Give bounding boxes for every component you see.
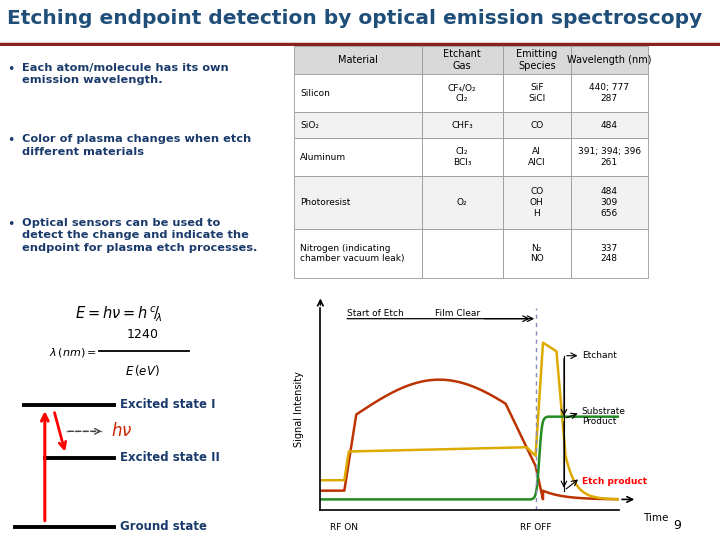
Bar <box>503 112 571 138</box>
Bar <box>422 229 503 278</box>
Text: Silicon: Silicon <box>300 89 330 98</box>
Text: Wavelength (nm): Wavelength (nm) <box>567 55 652 65</box>
Text: Cl₂
BCl₃: Cl₂ BCl₃ <box>453 147 472 167</box>
Bar <box>422 176 503 229</box>
Text: Etchant: Etchant <box>582 351 617 360</box>
Text: Time: Time <box>643 514 668 523</box>
Text: RF OFF: RF OFF <box>520 523 552 532</box>
Bar <box>503 138 571 176</box>
Bar <box>294 112 422 138</box>
Bar <box>503 74 571 112</box>
Text: Nitrogen (indicating
chamber vacuum leak): Nitrogen (indicating chamber vacuum leak… <box>300 244 405 264</box>
Bar <box>422 112 503 138</box>
Text: Material: Material <box>338 55 377 65</box>
Text: •: • <box>7 63 15 76</box>
Bar <box>422 74 503 112</box>
Bar <box>503 46 571 74</box>
Text: Photoresist: Photoresist <box>300 198 351 207</box>
Text: Substrate
Product: Substrate Product <box>582 407 626 427</box>
Bar <box>294 176 422 229</box>
Text: 9: 9 <box>673 518 680 532</box>
Bar <box>294 74 422 112</box>
Text: Etching endpoint detection by optical emission spectroscopy: Etching endpoint detection by optical em… <box>7 9 703 28</box>
Text: $E = h\nu = h\,^{c}\!/\!_{\lambda}$: $E = h\nu = h\,^{c}\!/\!_{\lambda}$ <box>75 304 163 323</box>
Bar <box>571 176 647 229</box>
Text: Signal Intensity: Signal Intensity <box>294 371 305 447</box>
Text: •: • <box>7 218 15 231</box>
Text: SiO₂: SiO₂ <box>300 120 319 130</box>
Text: Start of Etch: Start of Etch <box>347 309 404 318</box>
Text: 484
309
656: 484 309 656 <box>600 187 618 218</box>
Text: $E\,(eV)$: $E\,(eV)$ <box>125 362 160 377</box>
Text: CHF₃: CHF₃ <box>451 120 473 130</box>
Bar <box>503 229 571 278</box>
Bar <box>294 46 422 74</box>
Text: •: • <box>7 134 15 147</box>
Text: Etchant
Gas: Etchant Gas <box>444 49 481 71</box>
Text: $1240$: $1240$ <box>125 328 158 341</box>
Text: 391; 394; 396
261: 391; 394; 396 261 <box>577 147 641 167</box>
Bar <box>571 138 647 176</box>
Text: N₂
NO: N₂ NO <box>530 244 544 264</box>
Text: CO: CO <box>530 120 544 130</box>
Bar <box>571 112 647 138</box>
Text: 440; 777
287: 440; 777 287 <box>589 83 629 103</box>
Bar <box>294 138 422 176</box>
Bar <box>571 74 647 112</box>
Text: Etch product: Etch product <box>582 477 647 487</box>
Text: Emitting
Species: Emitting Species <box>516 49 557 71</box>
Text: SiF
SiCl: SiF SiCl <box>528 83 545 103</box>
Text: Optical sensors can be used to
detect the change and indicate the
endpoint for p: Optical sensors can be used to detect th… <box>22 218 258 253</box>
Text: 484: 484 <box>600 120 618 130</box>
Text: Excited state II: Excited state II <box>120 451 220 464</box>
Text: Ground state: Ground state <box>120 521 207 534</box>
Text: Aluminum: Aluminum <box>300 153 346 161</box>
Text: O₂: O₂ <box>456 198 467 207</box>
Text: $\lambda\,(nm)=$: $\lambda\,(nm)=$ <box>49 346 96 359</box>
Text: Al
AlCl: Al AlCl <box>528 147 546 167</box>
Text: CO
OH
H: CO OH H <box>530 187 544 218</box>
Text: $h\nu$: $h\nu$ <box>111 422 132 440</box>
Text: Film Clear: Film Clear <box>435 309 480 318</box>
Text: Each atom/molecule has its own
emission wavelength.: Each atom/molecule has its own emission … <box>22 63 229 85</box>
Bar <box>571 46 647 74</box>
Bar <box>571 229 647 278</box>
Text: 337
248: 337 248 <box>600 244 618 264</box>
Text: Excited state I: Excited state I <box>120 399 215 411</box>
Bar <box>422 138 503 176</box>
Text: RF ON: RF ON <box>330 523 359 532</box>
Text: Color of plasma changes when etch
different materials: Color of plasma changes when etch differ… <box>22 134 252 157</box>
Text: CF₄/O₂
Cl₂: CF₄/O₂ Cl₂ <box>448 83 477 103</box>
Bar <box>294 229 422 278</box>
Bar <box>503 176 571 229</box>
Bar <box>422 46 503 74</box>
